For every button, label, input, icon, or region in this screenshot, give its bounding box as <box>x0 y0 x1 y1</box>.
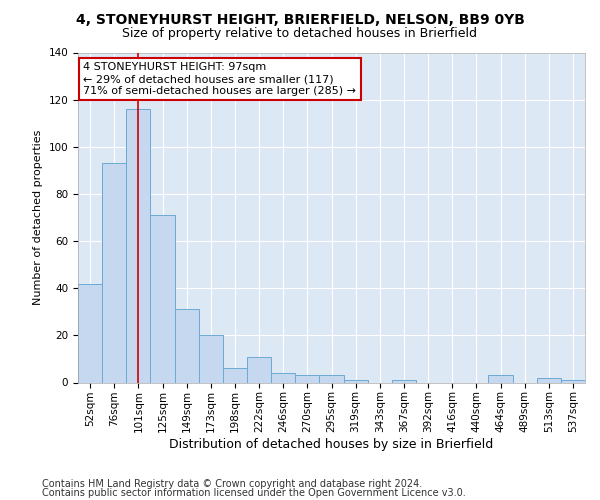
Bar <box>392 380 416 382</box>
Text: 4 STONEYHURST HEIGHT: 97sqm
← 29% of detached houses are smaller (117)
71% of se: 4 STONEYHURST HEIGHT: 97sqm ← 29% of det… <box>83 62 356 96</box>
Bar <box>223 368 247 382</box>
Bar <box>319 376 344 382</box>
Bar <box>175 310 199 382</box>
Text: Contains HM Land Registry data © Crown copyright and database right 2024.: Contains HM Land Registry data © Crown c… <box>42 479 422 489</box>
Bar <box>199 336 223 382</box>
Bar <box>126 109 151 382</box>
Bar <box>344 380 368 382</box>
Text: Contains public sector information licensed under the Open Government Licence v3: Contains public sector information licen… <box>42 488 466 498</box>
Y-axis label: Number of detached properties: Number of detached properties <box>33 130 43 305</box>
Bar <box>561 380 585 382</box>
Text: Size of property relative to detached houses in Brierfield: Size of property relative to detached ho… <box>122 28 478 40</box>
Bar <box>247 356 271 382</box>
Bar <box>271 373 295 382</box>
Bar <box>488 376 512 382</box>
Text: 4, STONEYHURST HEIGHT, BRIERFIELD, NELSON, BB9 0YB: 4, STONEYHURST HEIGHT, BRIERFIELD, NELSO… <box>76 12 524 26</box>
Bar <box>102 164 126 382</box>
Bar <box>295 376 319 382</box>
Bar <box>151 215 175 382</box>
Bar <box>78 284 102 382</box>
X-axis label: Distribution of detached houses by size in Brierfield: Distribution of detached houses by size … <box>169 438 494 451</box>
Bar <box>537 378 561 382</box>
